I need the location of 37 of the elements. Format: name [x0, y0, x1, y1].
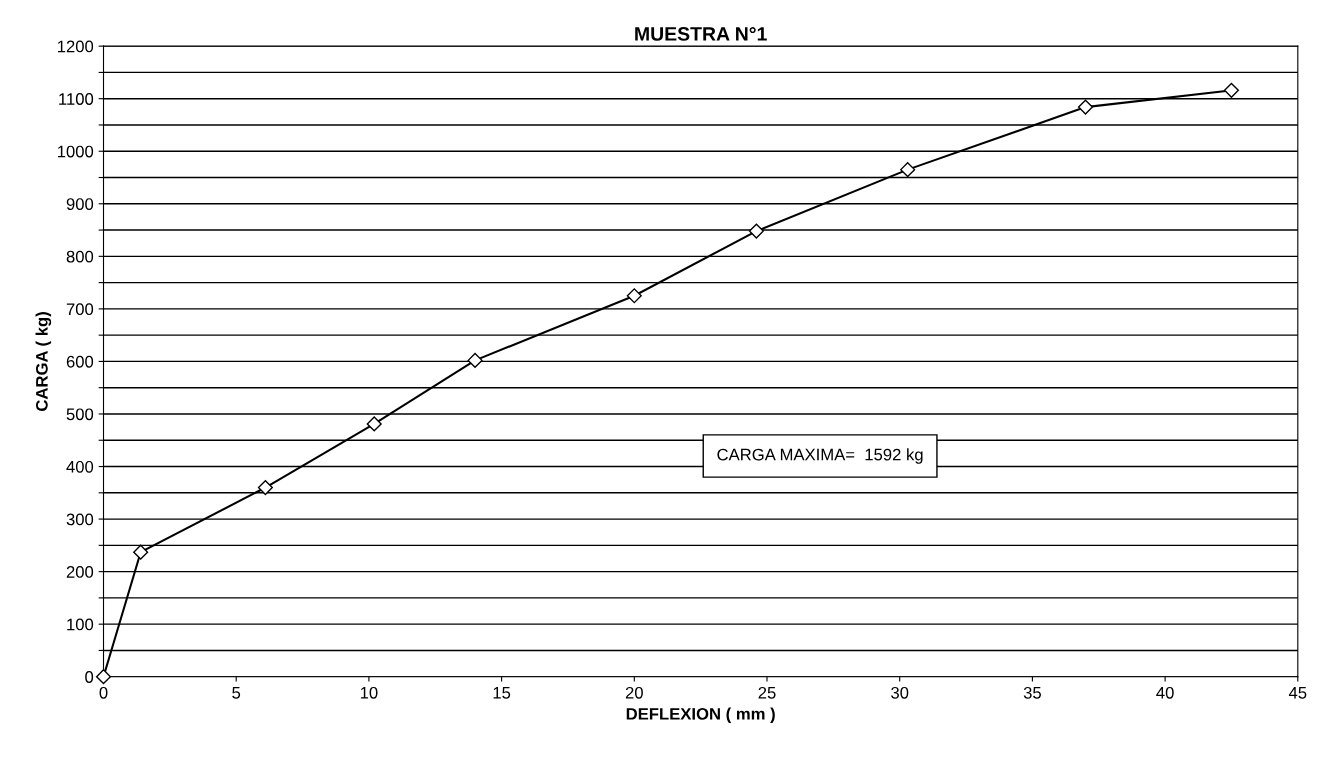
- x-tick-label: 30: [891, 686, 909, 699]
- y-tick-label: 500: [66, 408, 94, 421]
- y-axis-title: CARGA ( kg): [35, 312, 52, 411]
- y-tick-label: 200: [66, 566, 94, 578]
- y-tick-label: 300: [66, 513, 94, 526]
- annotation: CARGA MAXIMA= 1592 kg: [717, 448, 923, 464]
- x-axis-title: DEFLEXION ( mm ): [626, 707, 775, 724]
- x-tick-label: 25: [758, 686, 776, 699]
- point: [748, 223, 764, 239]
- x-tick-label: 40: [1156, 686, 1174, 699]
- x-tick-label: 20: [625, 686, 643, 699]
- x-tick-label: 0: [99, 686, 108, 699]
- point: [133, 544, 149, 560]
- point: [900, 162, 916, 178]
- y-tick-label: 1200: [57, 40, 94, 53]
- point: [1077, 99, 1094, 115]
- point: [95, 669, 112, 685]
- x-tick-label: 10: [360, 686, 378, 699]
- x-tick-label: 35: [1023, 686, 1041, 699]
- y-tick-label: 100: [67, 618, 94, 631]
- y-tick-label: 1000: [57, 145, 94, 158]
- y-tick-label: 800: [66, 250, 94, 263]
- y-tick-label: 400: [66, 460, 94, 473]
- point: [257, 479, 273, 496]
- point: [366, 416, 382, 432]
- y-tick-label: 1100: [59, 93, 94, 105]
- point: [626, 288, 642, 304]
- x-tick-label: 45: [1288, 687, 1307, 699]
- x-tick-label: 5: [232, 687, 241, 699]
- y-tick-label: 0: [85, 671, 94, 683]
- point: [467, 352, 483, 368]
- y-tick-label: 900: [66, 198, 94, 210]
- y-tick-label: 600: [66, 355, 94, 368]
- chart-title: MUESTRA N°1: [635, 27, 767, 41]
- y-tick-label: 700: [66, 303, 94, 316]
- x-tick-label: 15: [493, 687, 511, 699]
- point: [1223, 82, 1240, 98]
